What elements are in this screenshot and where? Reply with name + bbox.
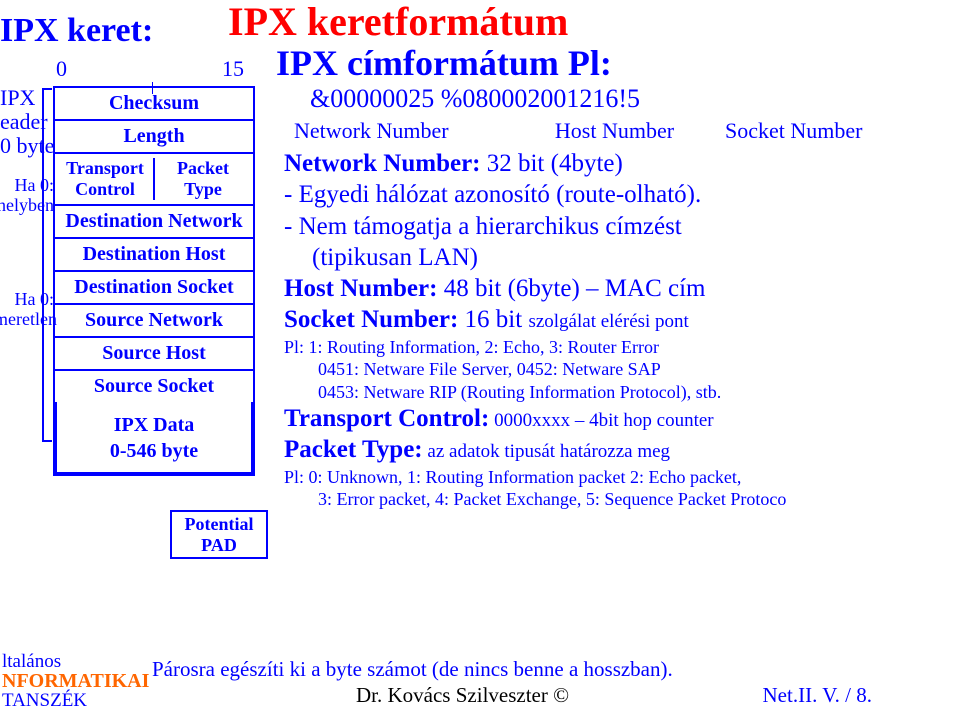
hostnum-val: 48 bit (6byte) – MAC cím bbox=[437, 275, 705, 302]
netnum-label: Network Number: bbox=[284, 150, 480, 177]
pt-label: Packet Type: bbox=[284, 436, 423, 463]
pad-line2: PAD bbox=[172, 535, 266, 556]
tc-val: 0000xxxx – 4bit hop counter bbox=[489, 410, 713, 431]
bit-0-label: 0 bbox=[56, 56, 67, 82]
row-src-host: Source Host bbox=[55, 336, 253, 369]
tc-label: Transport Control: bbox=[284, 405, 489, 432]
pad-line1: Potential bbox=[172, 514, 266, 535]
socket-number-label: Socket Number bbox=[725, 118, 862, 144]
row-dest-socket: Destination Socket bbox=[55, 270, 253, 303]
left-ipx: IPX bbox=[0, 86, 35, 110]
pl-line1: Pl: 1: Routing Information, 2: Echo, 3: … bbox=[284, 336, 960, 359]
row-tc-pt: Transport Control Packet Type bbox=[55, 152, 253, 204]
bracket-large bbox=[42, 88, 52, 442]
row-dest-network: Destination Network bbox=[55, 204, 253, 237]
example-address: &00000025 %080002001216!5 bbox=[310, 84, 640, 114]
row-ipx-data: IPX Data 0-546 byte bbox=[55, 402, 253, 474]
cell-transport-control: Transport Control bbox=[57, 158, 155, 200]
ipx-keret-title: IPX keret: bbox=[0, 12, 153, 50]
hostnum-label: Host Number: bbox=[284, 275, 437, 302]
ipx-data-line1: IPX Data bbox=[59, 412, 249, 438]
body-text: Network Number: 32 bit (4byte) - Egyedi … bbox=[284, 148, 960, 511]
pl-line5: 3: Error packet, 4: Packet Exchange, 5: … bbox=[284, 488, 960, 511]
row-dest-host: Destination Host bbox=[55, 237, 253, 270]
net-line2b: (tipikusan LAN) bbox=[284, 242, 960, 273]
sub-title: IPX címformátum Pl: bbox=[276, 42, 612, 84]
row-length: Length bbox=[55, 119, 253, 152]
pl-line3: 0453: Netware RIP (Routing Information P… bbox=[284, 381, 960, 404]
bit-15-label: 15 bbox=[222, 56, 244, 82]
socknum-val: 16 bit bbox=[458, 306, 528, 333]
wrap-note: Párosra egészíti ki a byte számot (de ni… bbox=[152, 657, 673, 682]
row-src-socket: Source Socket bbox=[55, 369, 253, 402]
net-line2a: - Nem támogatja a hierarchikus címzést bbox=[284, 211, 960, 242]
pl-line2: 0451: Netware File Server, 0452: Netware… bbox=[284, 358, 960, 381]
footer-left1: ltalános bbox=[2, 651, 61, 672]
cell-packet-type: Packet Type bbox=[155, 158, 251, 200]
footer-center: Dr. Kovács Szilveszter © bbox=[356, 683, 569, 708]
socknum-tail: szolgálat elérési pont bbox=[528, 311, 688, 332]
ipx-data-line2: 0-546 byte bbox=[59, 438, 249, 464]
footer-right: Net.II. V. / 8. bbox=[763, 683, 872, 708]
network-number-label: Network Number bbox=[294, 118, 504, 144]
row-src-network: Source Network bbox=[55, 303, 253, 336]
pad-box: Potential PAD bbox=[170, 510, 268, 559]
address-parts-row: Network Number Host Number Socket Number bbox=[294, 118, 960, 144]
netnum-val: 32 bit (4byte) bbox=[480, 150, 622, 177]
row-checksum: Checksum bbox=[55, 88, 253, 119]
host-number-label: Host Number bbox=[510, 118, 720, 144]
pl-line4: Pl: 0: Unknown, 1: Routing Information p… bbox=[284, 466, 960, 489]
footer-left3: TANSZÉK bbox=[2, 690, 87, 711]
footer-left2: NFORMATIKAI bbox=[2, 670, 149, 692]
pt-val: az adatok tipusát határozza meg bbox=[423, 441, 670, 462]
main-title: IPX keretformátum bbox=[228, 0, 568, 45]
footer-left: ltalános NFORMATIKAI TANSZÉK bbox=[2, 652, 149, 710]
packet-structure: Checksum Length Transport Control Packet… bbox=[53, 86, 255, 476]
net-line1: - Egyedi hálózat azonosító (route-olható… bbox=[284, 179, 960, 210]
socknum-label: Socket Number: bbox=[284, 306, 458, 333]
left-header: eader bbox=[0, 110, 48, 134]
